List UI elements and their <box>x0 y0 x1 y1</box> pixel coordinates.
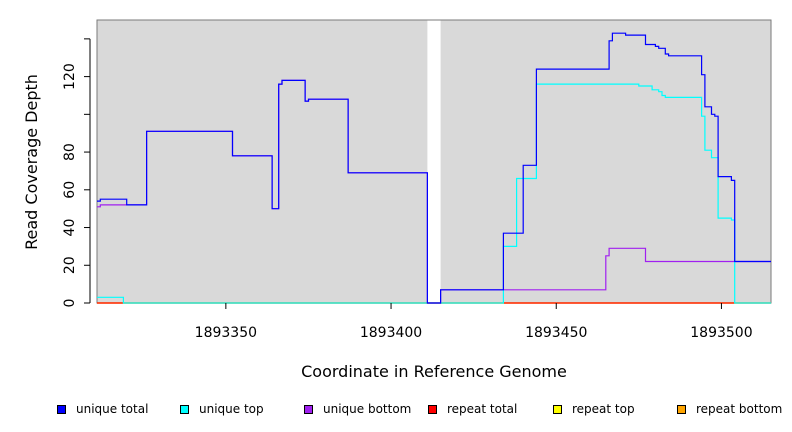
legend-swatch <box>304 404 313 414</box>
x-tick-label: 1893350 <box>195 325 257 341</box>
legend-swatch <box>553 404 562 414</box>
legend-label: repeat bottom <box>696 402 783 416</box>
legend-swatch <box>180 404 189 414</box>
legend: unique total unique top unique bottom repea… <box>0 400 792 420</box>
legend-label: repeat top <box>572 402 635 416</box>
legend-swatch <box>677 404 686 414</box>
y-tick-label: 0 <box>62 299 78 308</box>
y-tick-label: 40 <box>62 219 78 237</box>
legend-label: unique bottom <box>323 402 412 416</box>
legend-label: unique top <box>199 402 264 416</box>
y-tick-label: 60 <box>62 181 78 199</box>
x-axis-title: Coordinate in Reference Genome <box>301 362 567 381</box>
y-tick-label: 80 <box>62 143 78 161</box>
x-tick-label: 1893400 <box>360 325 422 341</box>
legend-item-repeat-top: repeat top <box>553 400 635 418</box>
legend-item-repeat-bottom: repeat bottom <box>677 400 782 418</box>
axes: 0 20 40 60 80 120 1893350 1893400 1893450 1893500 <box>62 38 753 341</box>
x-tick-label: 1893450 <box>525 325 587 341</box>
legend-label: unique total <box>76 402 149 416</box>
legend-item-unique-total: unique total <box>57 400 148 418</box>
series-line-unique-top <box>97 83 771 304</box>
x-tick-label: 1893500 <box>690 325 752 341</box>
legend-item-unique-bottom: unique bottom <box>304 400 411 418</box>
plot-area <box>96 19 772 304</box>
y-axis-title: Read Coverage Depth <box>22 74 41 250</box>
plot-background-left <box>97 20 428 303</box>
legend-swatch <box>428 404 437 414</box>
legend-item-unique-top: unique top <box>180 400 264 418</box>
legend-swatch <box>57 404 66 414</box>
legend-label: repeat total <box>447 402 518 416</box>
series-line-unique-total <box>97 32 771 304</box>
y-tick-label: 120 <box>62 63 78 90</box>
legend-item-repeat-total: repeat total <box>428 400 517 418</box>
y-tick-label: 20 <box>62 256 78 274</box>
